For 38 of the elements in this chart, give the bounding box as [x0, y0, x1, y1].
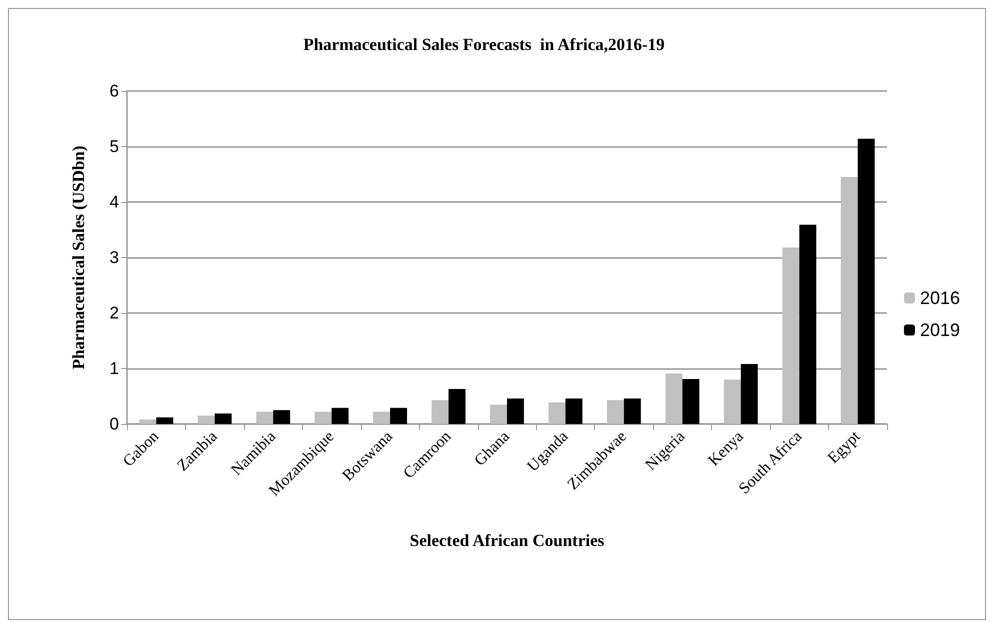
bar: [214, 413, 232, 424]
bar: [665, 373, 682, 424]
bar: [198, 416, 215, 424]
y-axis-title: Pharmaceutical Sales (USDbn): [69, 146, 88, 370]
y-tick-label: 2: [110, 304, 119, 322]
bar: [273, 410, 290, 424]
bar: [624, 398, 641, 424]
y-tick-label: 5: [110, 137, 119, 156]
bar: [840, 177, 858, 424]
bar: [682, 379, 700, 424]
bar: [724, 380, 741, 424]
bar: [565, 398, 582, 424]
y-tick-label: 4: [110, 192, 119, 212]
chart-title: Pharmaceutical Sales Forecasts in Africa,2016-19: [303, 35, 665, 54]
bar: [256, 412, 274, 424]
bar: [799, 224, 816, 424]
y-tick-label: 0: [110, 414, 119, 434]
legend-label: 2016: [920, 288, 960, 308]
bar: [156, 417, 174, 424]
y-tick-label: 3: [110, 248, 119, 267]
bar: [858, 138, 875, 424]
bar: [432, 400, 449, 424]
bar: [606, 400, 624, 424]
legend-label: 2019: [920, 320, 960, 340]
bar: [390, 408, 408, 424]
y-tick-label: 6: [110, 82, 119, 100]
x-axis-title: Selected African Countries: [410, 531, 605, 550]
bar: [373, 412, 390, 424]
y-tick-label: 1: [110, 359, 119, 378]
bar: [548, 402, 566, 424]
bar: [490, 404, 507, 424]
bar: [314, 412, 332, 424]
bar: [507, 398, 524, 424]
bar: [332, 408, 349, 424]
bar: [448, 389, 466, 424]
bar: [740, 364, 758, 424]
bar: [782, 248, 800, 424]
bar: [139, 420, 156, 424]
